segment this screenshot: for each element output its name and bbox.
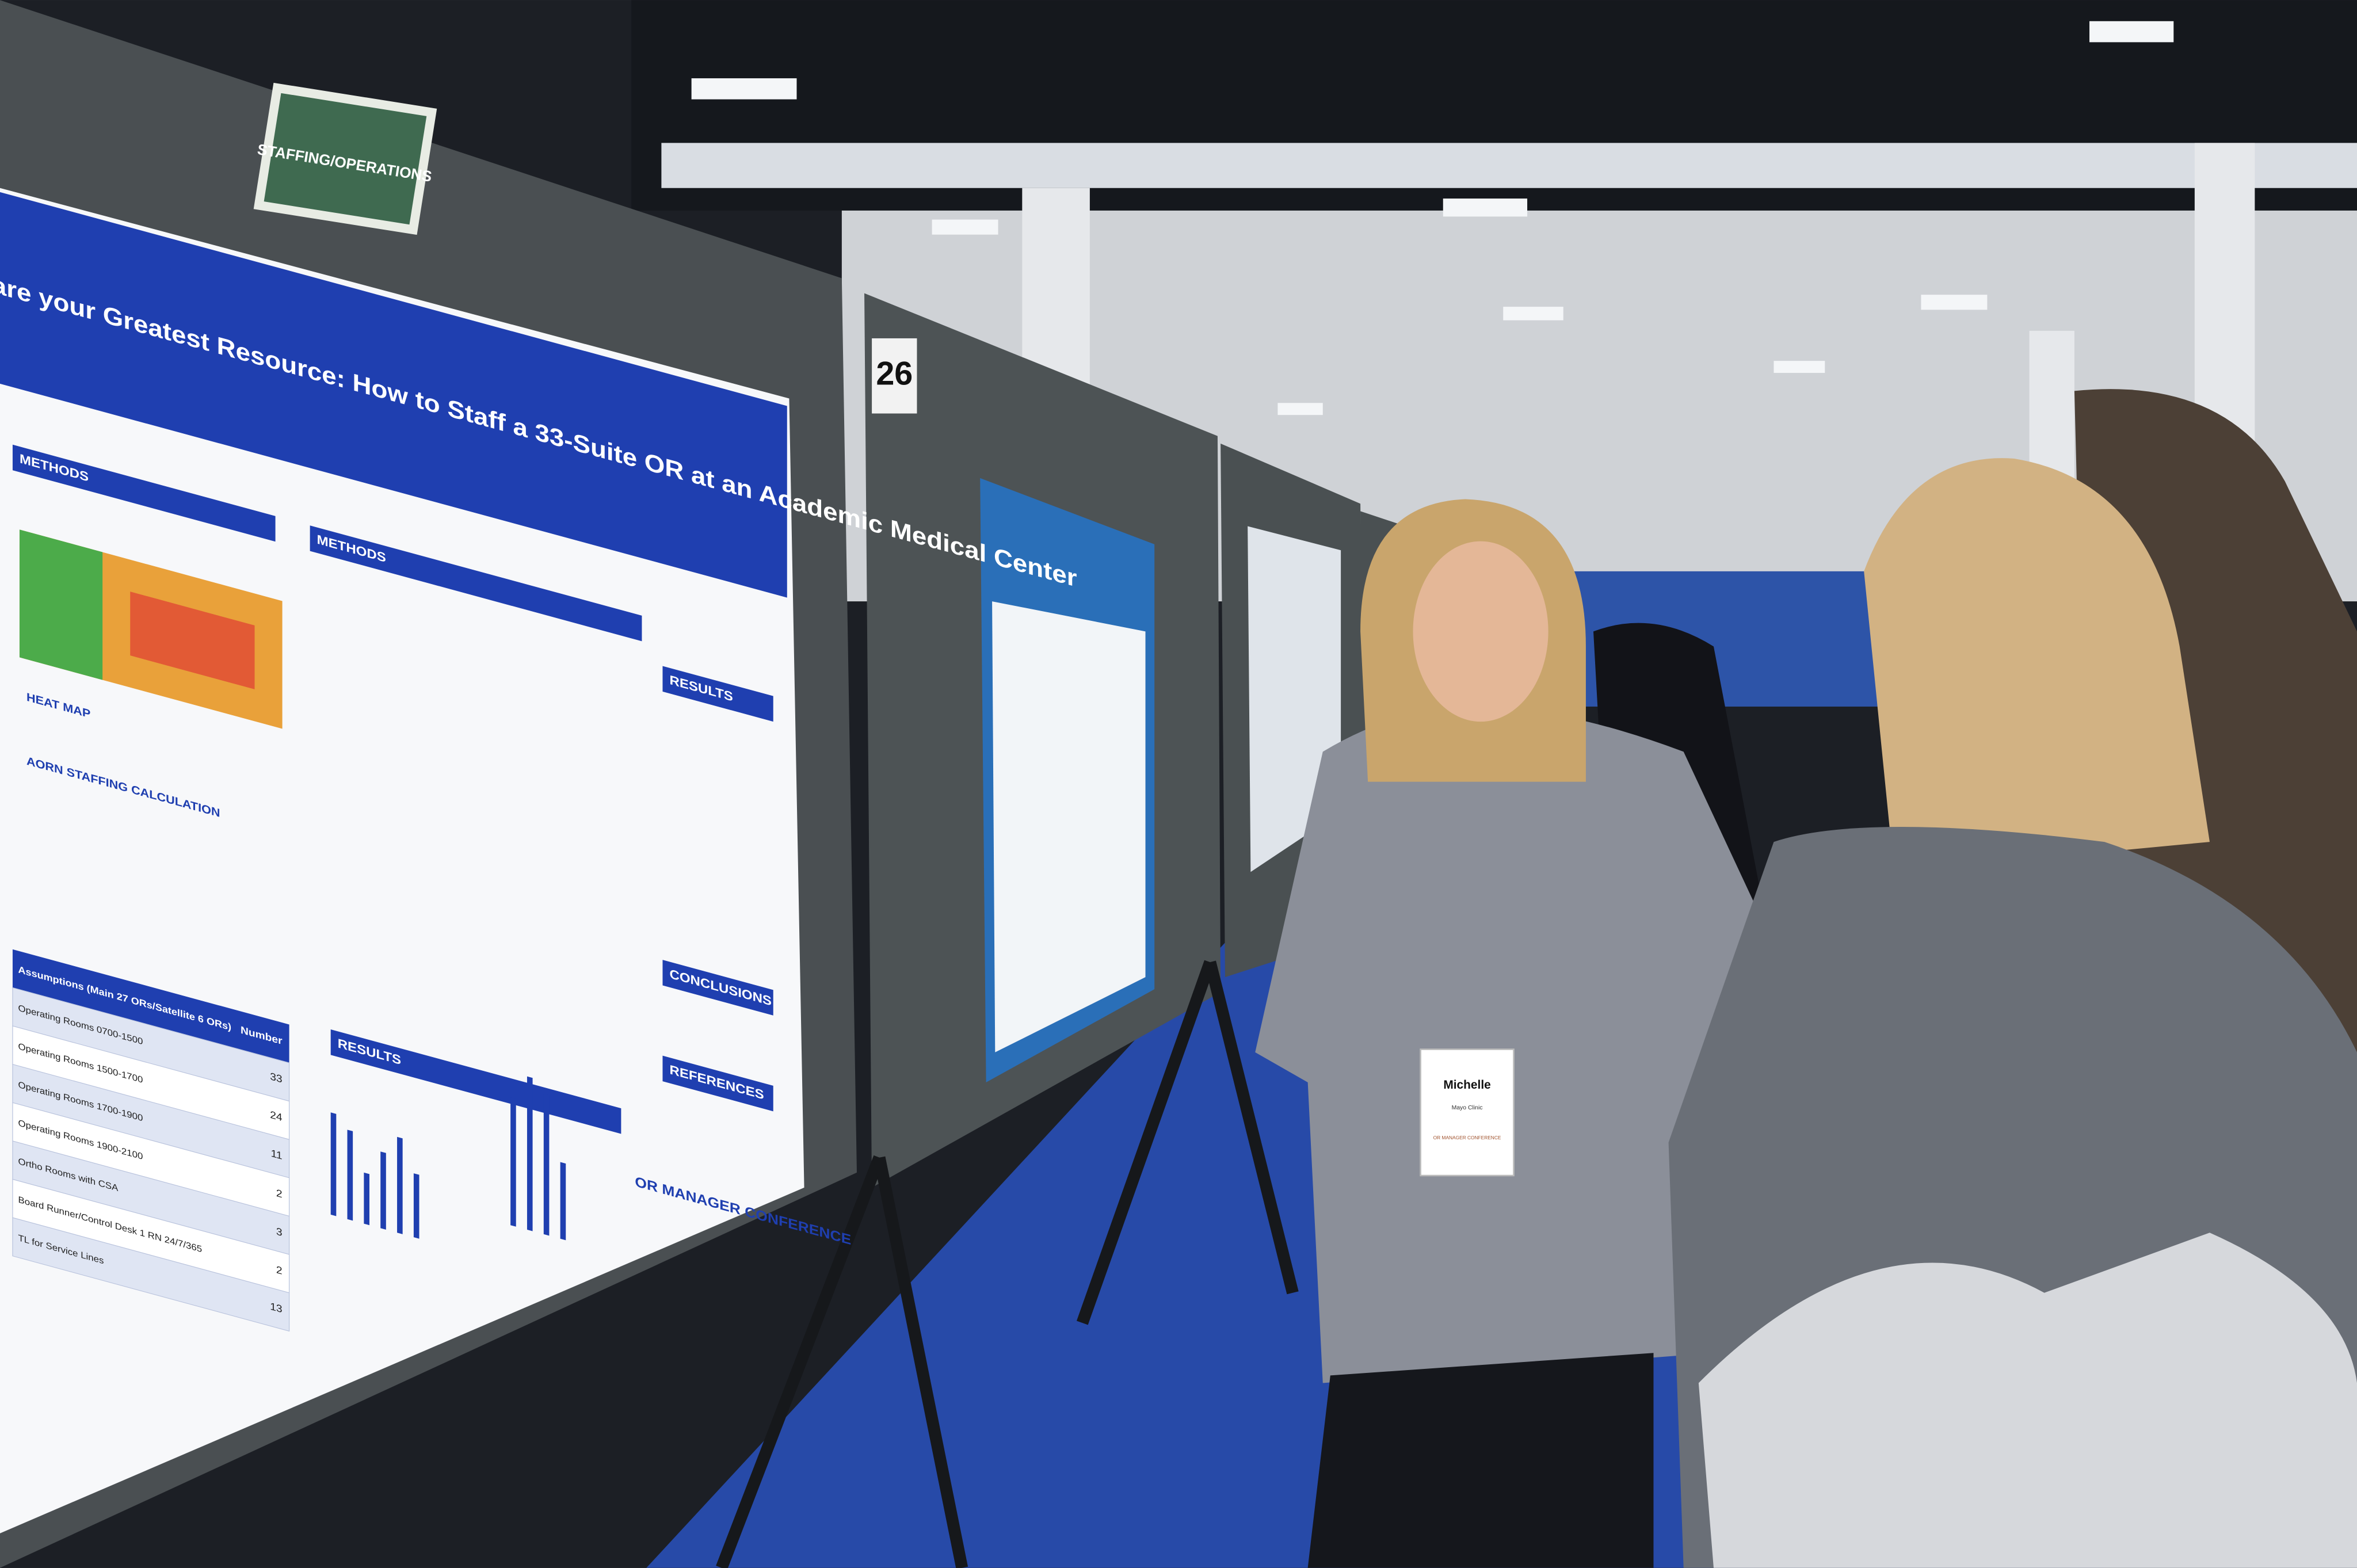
board-number: 26 <box>876 355 913 392</box>
section-bar <box>662 666 773 722</box>
easels <box>716 960 1299 1568</box>
row-number: 3 <box>276 1225 283 1238</box>
section-bar <box>12 444 276 542</box>
poster-header <box>0 188 787 598</box>
badge-org: Mayo Clinic <box>1452 1105 1483 1111</box>
badge-event: OR MANAGER CONFERENCE <box>1433 1135 1501 1140</box>
silver-bag <box>1698 1233 2357 1568</box>
row-number: 2 <box>276 1264 283 1277</box>
badge-name: Michelle <box>1443 1078 1490 1092</box>
poster-2-body <box>992 601 1146 1052</box>
heat-map-green <box>19 529 103 680</box>
assumptions-table: Assumptions (Main 27 ORs/Satellite 6 ORs… <box>12 949 290 1332</box>
category-sign: STAFFING/OPERATIONS <box>253 82 437 235</box>
blonde-hair <box>1864 458 2210 872</box>
board-number-tag: 26 <box>872 338 917 414</box>
row-number: 33 <box>270 1070 282 1085</box>
presenter-jacket <box>1255 706 1789 1383</box>
table-row <box>12 1217 290 1332</box>
section-bar <box>310 525 642 642</box>
results-bars <box>330 1076 566 1241</box>
presenter-face <box>1413 541 1549 722</box>
name-badge: Michelle Mayo Clinic OR MANAGER CONFEREN… <box>1420 1048 1515 1177</box>
row-number: 24 <box>270 1109 282 1124</box>
table-header <box>12 949 289 1063</box>
section-bar <box>662 1055 773 1112</box>
row-number: 11 <box>271 1147 283 1162</box>
section-bar <box>662 960 773 1016</box>
heat-map-red <box>130 592 255 689</box>
beam <box>661 143 2357 188</box>
ceiling-lights <box>691 21 2174 415</box>
row-number: 2 <box>276 1187 283 1200</box>
presenter-pants <box>1307 1353 1654 1568</box>
row-number: 13 <box>270 1300 282 1315</box>
